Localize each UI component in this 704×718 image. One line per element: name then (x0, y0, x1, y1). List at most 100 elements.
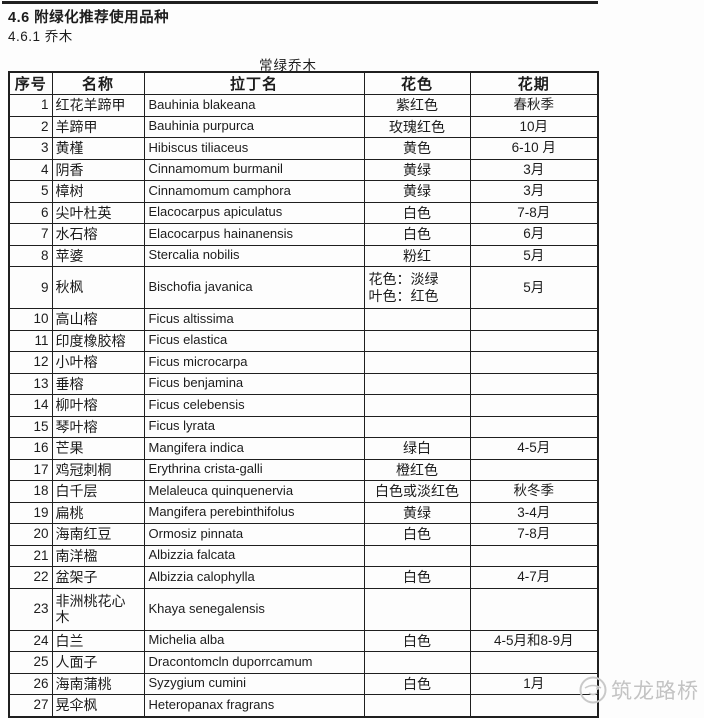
cell-name: 垂榕 (51, 372, 145, 395)
cell-no: 17 (8, 458, 53, 481)
cell-no: 12 (8, 351, 53, 374)
table-row: 18 白千层 Melaleuca quinquenervia 白色或淡红色 秋冬季 (8, 480, 599, 503)
cell-no: 13 (8, 372, 53, 395)
evergreen-tree-table: 序号 名称 拉丁名 花色 花期 1 红花羊蹄甲 Bauhinia blakeana 紫… (8, 71, 599, 718)
cell-name: 扁桃 (51, 501, 145, 524)
cell-no: 4 (8, 158, 53, 181)
cell-no: 11 (8, 329, 53, 352)
cell-period: 6月 (469, 223, 599, 246)
watermark-text: 筑龙路桥 (611, 680, 699, 703)
col-header-latin: 拉丁名 (143, 71, 365, 95)
cell-period (469, 544, 599, 567)
cell-latin: Albizzia calophylla (143, 566, 365, 589)
table-row: 8 苹婆 Stercalia nobilis 粉红 5月 (8, 244, 599, 267)
cell-name: 阴香 (51, 158, 145, 181)
cell-no: 24 (8, 629, 53, 652)
cell-no: 21 (8, 544, 53, 567)
table-row: 12 小叶榕 Ficus microcarpa (8, 351, 599, 374)
cell-name: 黄槿 (51, 137, 145, 160)
cell-color (363, 394, 471, 417)
top-rule-divider (2, 1, 598, 4)
cell-name: 高山榕 (51, 308, 145, 331)
cell-latin: Michelia alba (143, 629, 365, 652)
cell-no: 2 (8, 115, 53, 138)
watermark: 筑龙路桥 (578, 675, 699, 705)
cell-period: 3月 (469, 180, 599, 203)
cell-latin: Ficus elastica (143, 329, 365, 352)
table-row: 26 海南蒲桃 Syzygium cumini 白色 1月 (8, 672, 599, 695)
cell-name: 非洲桃花心木 (51, 587, 145, 631)
cell-period (469, 351, 599, 374)
cell-color: 绿白 (363, 437, 471, 460)
col-header-period: 花期 (469, 71, 599, 95)
cell-latin: Khaya senegalensis (143, 587, 365, 631)
cell-latin: Ficus altissima (143, 308, 365, 331)
cell-latin: Albizzia falcata (143, 544, 365, 567)
table-row: 10 高山榕 Ficus altissima (8, 308, 599, 331)
cell-period (469, 372, 599, 395)
table-row: 7 水石榕 Elacocarpus hainanensis 白色 6月 (8, 223, 599, 246)
cell-color (363, 308, 471, 331)
cell-latin: Ficus celebensis (143, 394, 365, 417)
cell-period: 4-5月和8-9月 (469, 629, 599, 652)
cell-color: 白色 (363, 201, 471, 224)
cell-color (363, 587, 471, 631)
cell-no: 6 (8, 201, 53, 224)
table-row: 20 海南红豆 Ormosiz pinnata 白色 7-8月 (8, 523, 599, 546)
cell-name: 苹婆 (51, 244, 145, 267)
table-body: 1 红花羊蹄甲 Bauhinia blakeana 紫红色 春秋季 2 羊蹄甲 Bauhini… (8, 94, 599, 717)
table-row: 4 阴香 Cinnamomum burmanil 黄绿 3月 (8, 158, 599, 181)
cell-period: 秋冬季 (469, 480, 599, 503)
cell-latin: Dracontomcln duporrcamum (143, 651, 365, 674)
cell-latin: Syzygium cumini (143, 672, 365, 695)
table-row: 21 南洋楹 Albizzia falcata (8, 544, 599, 567)
cell-no: 16 (8, 437, 53, 460)
cell-no: 27 (8, 694, 53, 717)
cell-no: 18 (8, 480, 53, 503)
cell-color: 粉红 (363, 244, 471, 267)
table-header-row: 序号 名称 拉丁名 花色 花期 (8, 71, 599, 95)
cell-color: 玫瑰红色 (363, 115, 471, 138)
cell-latin: Mangifera indica (143, 437, 365, 460)
cell-color (363, 351, 471, 374)
table-row: 14 柳叶榕 Ficus celebensis (8, 394, 599, 417)
cell-latin: Stercalia nobilis (143, 244, 365, 267)
cell-period (469, 651, 599, 674)
table-row: 1 红花羊蹄甲 Bauhinia blakeana 紫红色 春秋季 (8, 94, 599, 117)
zhulong-logo-icon (579, 676, 607, 704)
cell-name: 红花羊蹄甲 (51, 94, 145, 117)
cell-latin: Cinnamomum burmanil (143, 158, 365, 181)
cell-color (363, 415, 471, 438)
cell-period: 5月 (469, 244, 599, 267)
cell-name: 柳叶榕 (51, 394, 145, 417)
cell-color: 白色 (363, 629, 471, 652)
cell-color: 橙红色 (363, 458, 471, 481)
cell-color: 花色：淡绿 叶色：红色 (363, 266, 471, 309)
cell-period: 3-4月 (469, 501, 599, 524)
cell-name: 晃伞枫 (51, 694, 145, 717)
table-row: 17 鸡冠刺桐 Erythrina crista-galli 橙红色 (8, 458, 599, 481)
cell-name: 水石榕 (51, 223, 145, 246)
cell-latin: Bauhinia blakeana (143, 94, 365, 117)
cell-no: 7 (8, 223, 53, 246)
cell-no: 10 (8, 308, 53, 331)
cell-period (469, 694, 599, 717)
cell-name: 小叶榕 (51, 351, 145, 374)
cell-color: 白色 (363, 223, 471, 246)
table-row: 25 人面子 Dracontomcln duporrcamum (8, 651, 599, 674)
table-row: 15 琴叶榕 Ficus lyrata (8, 415, 599, 438)
cell-name: 尖叶杜英 (51, 201, 145, 224)
subsection-heading: 4.6.1 乔木 (8, 29, 73, 44)
cell-color: 白色 (363, 672, 471, 695)
cell-no: 26 (8, 672, 53, 695)
cell-no: 19 (8, 501, 53, 524)
cell-no: 22 (8, 566, 53, 589)
cell-latin: Elacocarpus hainanensis (143, 223, 365, 246)
table-row: 3 黄槿 Hibiscus tiliaceus 黄色 6-10 月 (8, 137, 599, 160)
cell-period: 7-8月 (469, 523, 599, 546)
table-row: 23 非洲桃花心木 Khaya senegalensis (8, 587, 599, 631)
cell-period (469, 458, 599, 481)
cell-no: 25 (8, 651, 53, 674)
cell-period (469, 394, 599, 417)
table-row: 6 尖叶杜英 Elacocarpus apiculatus 白色 7-8月 (8, 201, 599, 224)
